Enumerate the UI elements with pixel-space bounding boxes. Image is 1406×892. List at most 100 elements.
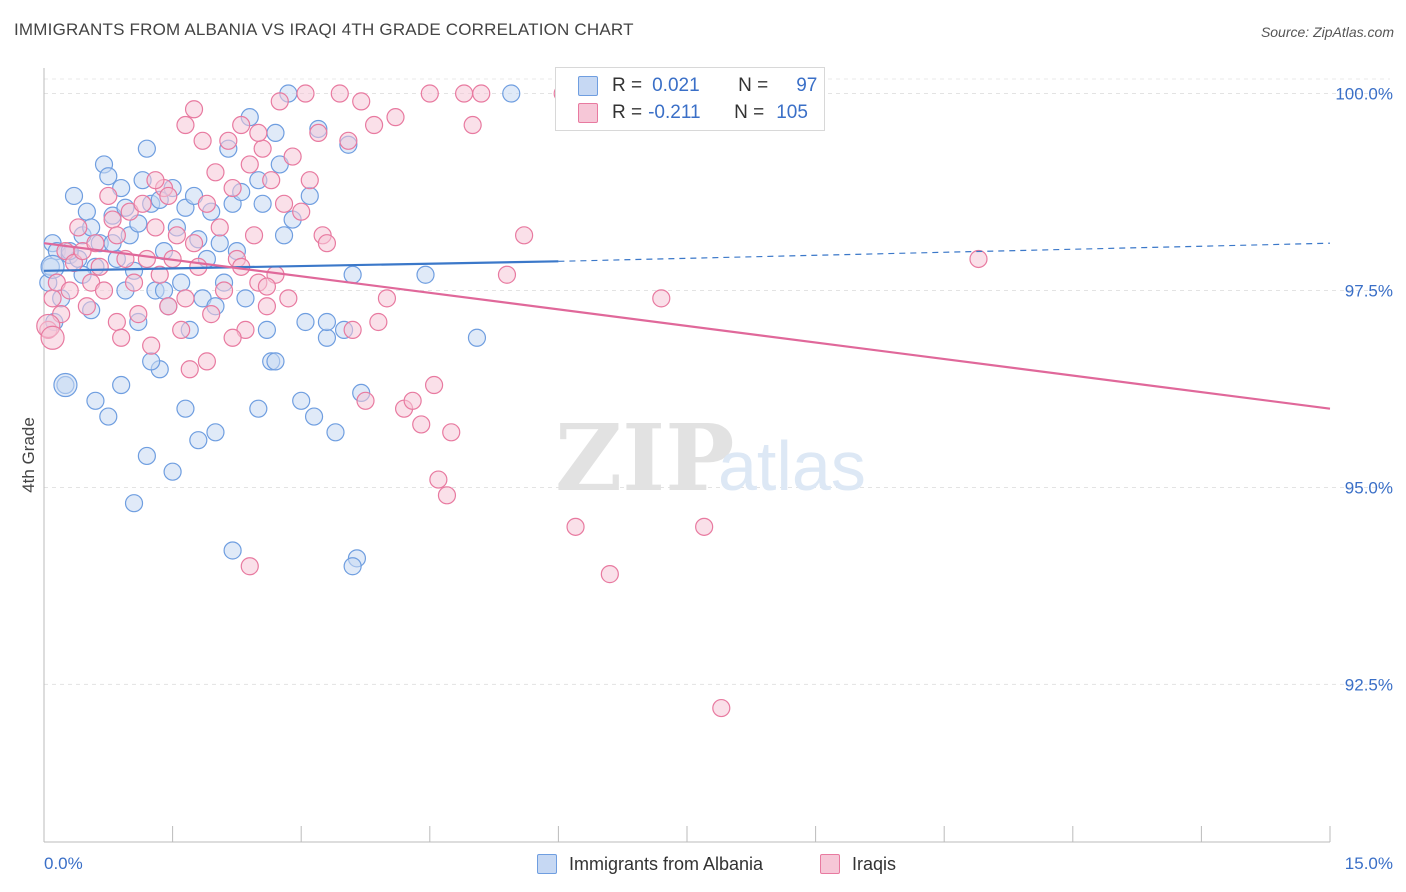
albania-point xyxy=(266,352,285,371)
iraqis-trend-line xyxy=(43,242,1331,410)
iraqis-point xyxy=(695,517,714,536)
iraqis-point xyxy=(176,115,195,135)
iraqis-point xyxy=(94,281,114,300)
albania-point xyxy=(86,391,105,410)
tick-labels: 92.5% 95.0% 97.5% 100.0% 0.0% 15.0% 4th Grade xyxy=(19,85,1393,873)
iraqis-point xyxy=(296,84,315,103)
albania-point xyxy=(416,265,435,284)
r-label: R = xyxy=(612,102,643,123)
chart-source: Source: ZipAtlas.com xyxy=(1260,24,1394,40)
iraqis-point xyxy=(497,265,517,284)
iraqis-point xyxy=(129,305,148,324)
iraqis-point xyxy=(343,320,362,339)
iraqis-point xyxy=(253,139,272,158)
correlation-legend: R = 0.021 N = 97 R = -0.211 N = 105 xyxy=(555,67,825,131)
x-tick-label-left: 0.0% xyxy=(44,854,83,873)
iraqis-point xyxy=(257,297,277,316)
iraqis-point xyxy=(176,289,195,308)
y-axis-label: 4th Grade xyxy=(19,417,38,493)
iraqis-point xyxy=(463,115,482,135)
albania-point xyxy=(142,352,161,371)
r-label: R = xyxy=(612,75,643,96)
iraqis-point xyxy=(309,123,328,143)
albania-point xyxy=(64,186,84,206)
iraqis-point xyxy=(43,289,62,308)
albania-point xyxy=(343,557,362,576)
albania-legend-label: Immigrants from Albania xyxy=(569,853,764,874)
trend-lines xyxy=(43,242,1331,410)
iraqis-point xyxy=(356,391,375,410)
iraqis-point xyxy=(193,131,212,150)
albania-point xyxy=(163,462,182,481)
iraqis-point xyxy=(352,92,371,111)
iraqis-point xyxy=(283,147,302,166)
iraqis-point xyxy=(133,194,152,213)
albania-point xyxy=(502,84,521,103)
watermark-atlas: atlas xyxy=(718,427,866,505)
iraqis-point xyxy=(454,84,474,103)
albania-legend-swatch xyxy=(537,854,557,874)
albania-point xyxy=(317,312,337,332)
legend-item-albania[interactable]: Immigrants from Albania xyxy=(537,851,763,877)
iraqis-point xyxy=(257,277,277,296)
iraqis-point xyxy=(515,226,534,245)
albania-point xyxy=(249,399,268,418)
albania-point xyxy=(176,399,195,418)
iraqis-point xyxy=(317,234,337,253)
albania-point xyxy=(292,391,311,410)
iraqis-point xyxy=(172,320,191,339)
iraqis-n-value: 105 xyxy=(776,102,808,123)
chart-title: IMMIGRANTS FROM ALBANIA VS IRAQI 4TH GRA… xyxy=(14,20,634,39)
albania-point xyxy=(326,423,345,442)
data-points xyxy=(36,84,988,718)
iraqis-point xyxy=(167,226,186,245)
iraqis-point xyxy=(159,297,178,316)
iraqis-point xyxy=(292,202,311,221)
albania-point xyxy=(266,123,285,143)
iraqis-point xyxy=(386,108,405,127)
axes xyxy=(43,68,1331,843)
x-tick-label-right: 15.0% xyxy=(1345,854,1393,873)
iraqis-point xyxy=(232,115,251,135)
iraqis-point xyxy=(240,557,259,576)
iraqis-point xyxy=(442,423,461,442)
iraqis-point xyxy=(77,297,96,316)
albania-point xyxy=(137,139,156,158)
iraqis-point xyxy=(90,257,109,276)
iraqis-point xyxy=(159,186,178,206)
legend-item-iraqis[interactable]: Iraqis xyxy=(820,851,896,877)
iraqis-point xyxy=(424,375,444,395)
iraqis-point xyxy=(206,163,225,182)
albania-point xyxy=(154,281,174,300)
iraqis-point xyxy=(412,415,431,434)
albania-point xyxy=(304,407,324,426)
y-tick-label: 100.0% xyxy=(1335,85,1393,104)
iraqis-point xyxy=(99,186,118,206)
iraqis-point xyxy=(142,336,161,355)
iraqis-point xyxy=(244,226,264,245)
albania-point xyxy=(137,446,156,466)
iraqis-point xyxy=(180,360,199,379)
albania-point xyxy=(124,494,144,513)
albania-r-value: 0.021 xyxy=(652,75,700,96)
n-label: N = xyxy=(734,102,765,123)
albania-trend-extension xyxy=(558,242,1331,262)
albania-trend-line xyxy=(43,260,559,272)
albania-point xyxy=(467,328,487,347)
iraqis-point xyxy=(107,226,126,245)
iraqis-point xyxy=(219,131,238,150)
iraqis-point xyxy=(262,171,281,190)
iraqis-point xyxy=(197,194,216,213)
albania-point xyxy=(77,202,96,221)
iraqis-point xyxy=(184,100,204,119)
iraqis-point xyxy=(429,470,448,489)
iraqis-point xyxy=(107,312,126,332)
albania-swatch xyxy=(578,76,598,96)
iraqis-point xyxy=(300,171,319,190)
iraqis-point-large xyxy=(40,325,65,350)
iraqis-point xyxy=(403,391,422,410)
albania-point xyxy=(257,320,277,339)
legend-row-iraqis: R = -0.211 N = 105 xyxy=(578,100,808,126)
albania-point xyxy=(296,312,315,332)
y-tick-label: 97.5% xyxy=(1345,281,1393,300)
